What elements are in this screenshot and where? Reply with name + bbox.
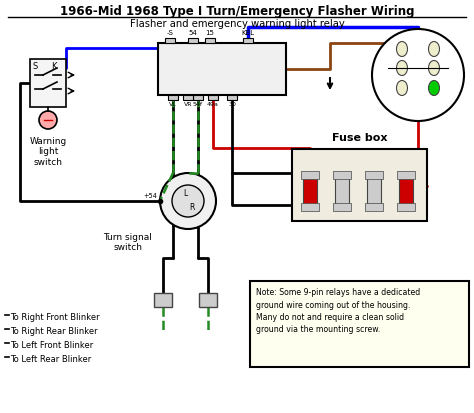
Text: 54: 54 — [189, 30, 197, 36]
Bar — [399, 175, 413, 207]
Text: To Right Rear Blinker: To Right Rear Blinker — [10, 327, 98, 336]
Text: -S: -S — [166, 30, 173, 36]
Ellipse shape — [396, 81, 408, 95]
Circle shape — [160, 173, 216, 229]
Bar — [168, 95, 178, 100]
Text: 49a: 49a — [207, 102, 219, 107]
Bar — [292, 149, 427, 221]
Bar — [243, 38, 253, 43]
Text: To Right Front Blinker: To Right Front Blinker — [10, 313, 100, 322]
Ellipse shape — [428, 60, 439, 76]
Bar — [335, 175, 349, 207]
Bar — [199, 293, 217, 307]
FancyBboxPatch shape — [250, 281, 469, 367]
Bar — [367, 175, 381, 207]
Text: Flasher and emergency warning light relay: Flasher and emergency warning light rela… — [129, 19, 345, 29]
Text: R: R — [189, 204, 195, 213]
Ellipse shape — [396, 60, 408, 76]
Bar — [205, 38, 215, 43]
Text: VL: VL — [169, 102, 177, 107]
Text: 30: 30 — [228, 102, 236, 107]
Text: Turn signal
switch: Turn signal switch — [103, 233, 153, 252]
Text: KBL: KBL — [241, 30, 255, 36]
Bar — [154, 293, 172, 307]
Circle shape — [172, 185, 204, 217]
Text: VR: VR — [184, 102, 192, 107]
Text: To Left Front Blinker: To Left Front Blinker — [10, 341, 93, 350]
Bar — [365, 171, 383, 179]
Ellipse shape — [428, 41, 439, 57]
Bar — [183, 95, 193, 100]
Bar — [227, 95, 237, 100]
Ellipse shape — [396, 41, 408, 57]
Bar — [208, 95, 218, 100]
Bar — [333, 171, 351, 179]
Text: Note: Some 9-pin relays have a dedicated
ground wire coming out of the housing.
: Note: Some 9-pin relays have a dedicated… — [256, 288, 420, 335]
Text: 54f: 54f — [193, 102, 203, 107]
Text: +54: +54 — [143, 193, 157, 199]
Bar — [333, 203, 351, 211]
Bar — [303, 175, 317, 207]
Bar — [30, 59, 66, 107]
Text: Warning
light
switch: Warning light switch — [29, 137, 67, 167]
Text: K: K — [51, 62, 56, 71]
Bar — [397, 171, 415, 179]
Bar — [301, 171, 319, 179]
Bar — [397, 203, 415, 211]
Text: To Left Rear Blinker: To Left Rear Blinker — [10, 355, 91, 364]
Circle shape — [39, 111, 57, 129]
Text: Fuse box: Fuse box — [332, 133, 387, 143]
Text: 15: 15 — [206, 30, 214, 36]
Text: L: L — [183, 190, 187, 199]
Bar — [188, 38, 198, 43]
Text: 1966-Mid 1968 Type I Turn/Emergency Flasher Wiring: 1966-Mid 1968 Type I Turn/Emergency Flas… — [60, 5, 414, 18]
Bar — [301, 203, 319, 211]
Text: S: S — [33, 62, 38, 71]
Circle shape — [372, 29, 464, 121]
Bar — [158, 43, 286, 95]
Bar — [165, 38, 175, 43]
Bar — [365, 203, 383, 211]
Bar — [193, 95, 203, 100]
Ellipse shape — [428, 81, 439, 95]
